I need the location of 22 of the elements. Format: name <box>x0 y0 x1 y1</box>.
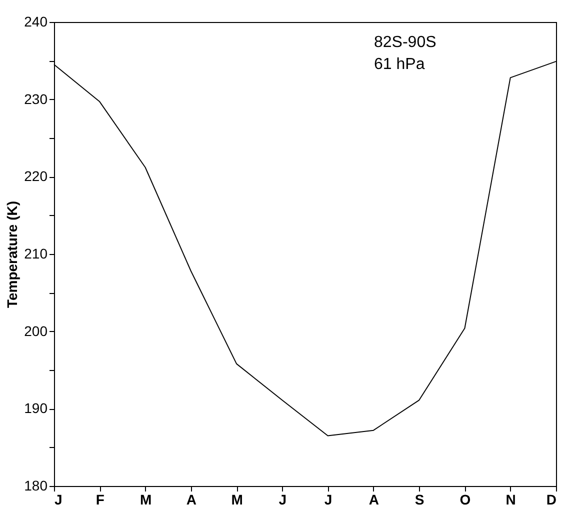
x-tick-label: J <box>324 492 332 508</box>
x-tick-label: J <box>54 492 62 508</box>
y-tick-label: 220 <box>24 168 48 184</box>
y-tick-label: 180 <box>24 478 48 494</box>
annotation: 82S-90S <box>374 34 436 51</box>
x-tick-label: J <box>278 492 287 508</box>
x-tick-label: S <box>414 492 424 508</box>
x-tick-label: A <box>368 492 380 508</box>
y-tick-label: 230 <box>24 90 48 107</box>
x-tick-label: O <box>460 492 471 508</box>
x-tick-label: A <box>186 492 196 508</box>
x-tick-label: D <box>546 492 556 508</box>
y-tick-label: 210 <box>24 246 48 262</box>
x-tick-label: N <box>506 492 516 508</box>
y-tick-label: 240 <box>24 14 48 30</box>
y-axis-title: Temperature (K) <box>4 200 20 308</box>
x-tick-label: F <box>96 492 105 508</box>
x-tick-label: M <box>231 492 243 508</box>
y-tick-label: 200 <box>24 322 48 339</box>
annotation: 61 hPa <box>374 56 425 73</box>
x-tick-label: M <box>140 492 152 508</box>
y-tick-label: 190 <box>24 400 48 416</box>
